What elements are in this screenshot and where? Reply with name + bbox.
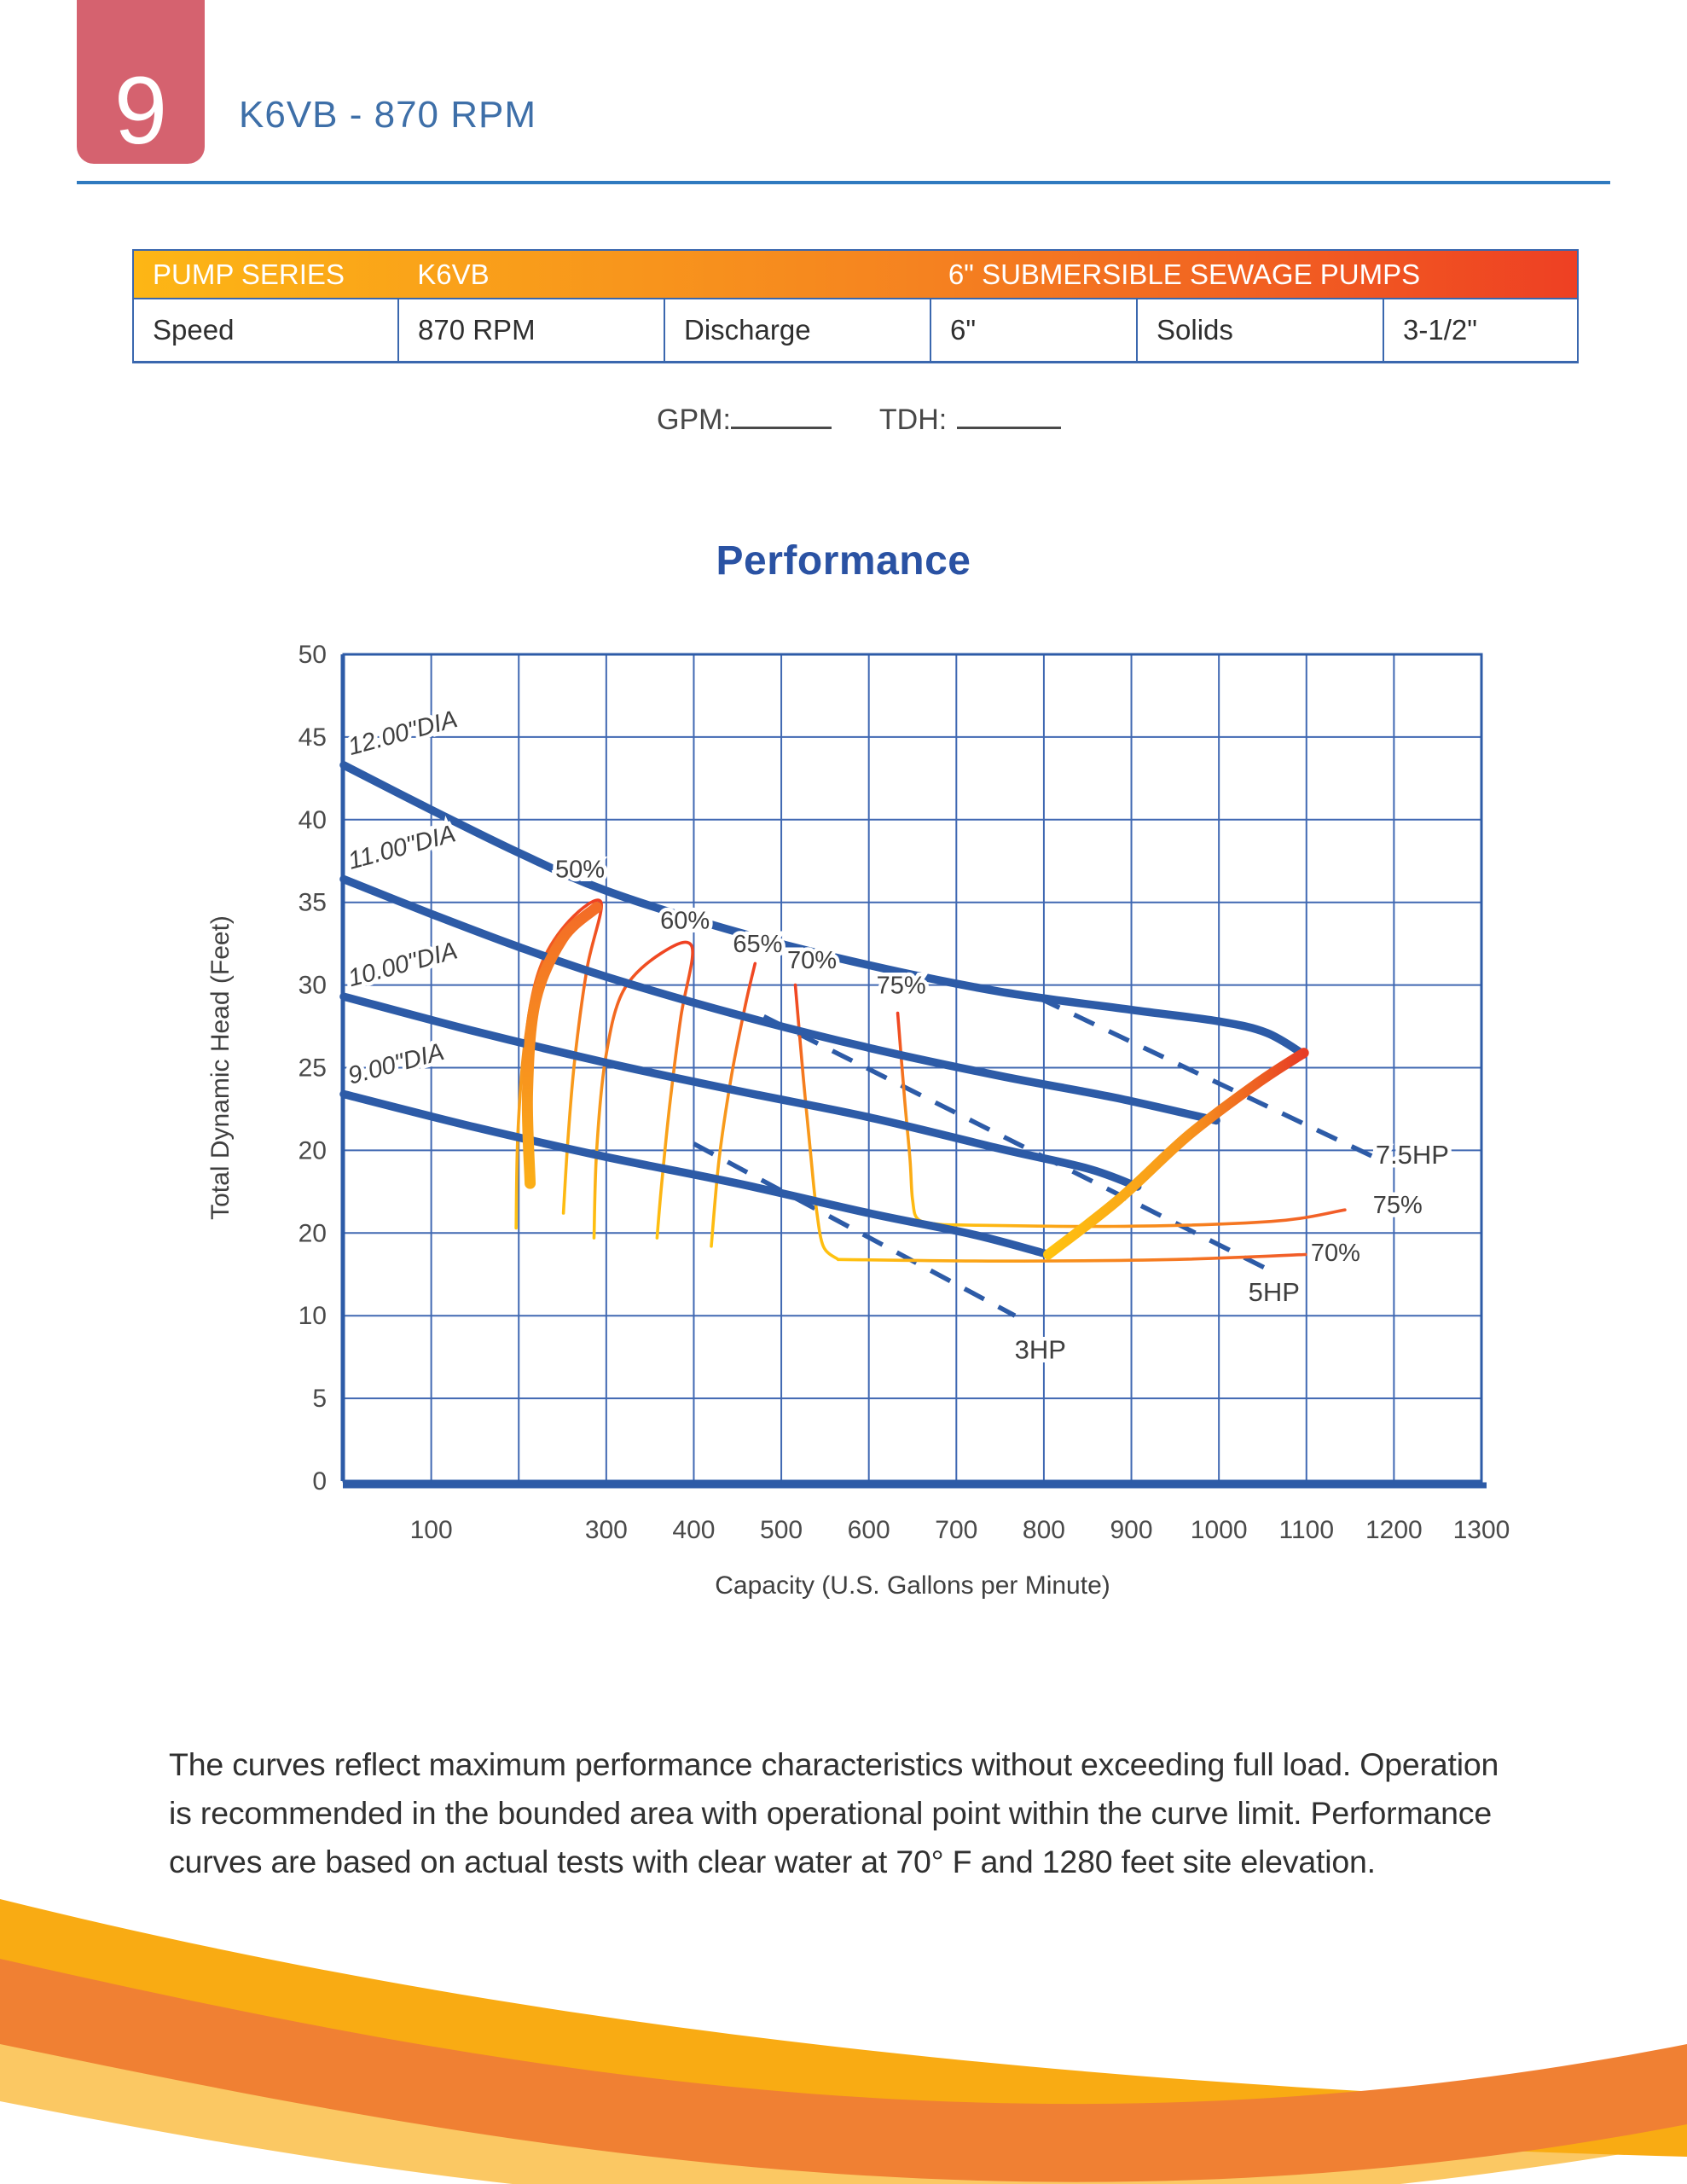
svg-text:10: 10 bbox=[299, 1302, 327, 1330]
spec-header-series-value: K6VB bbox=[417, 258, 490, 290]
svg-text:25: 25 bbox=[299, 1054, 327, 1083]
swoosh-amber-band bbox=[0, 2025, 1687, 2184]
page-title: K6VB - 870 RPM bbox=[239, 94, 537, 136]
spec-header-pump-series: PUMP SERIES bbox=[153, 258, 345, 290]
footer-swoosh bbox=[0, 1899, 1687, 2184]
tdh-blank-field[interactable] bbox=[957, 401, 1062, 429]
svg-text:400: 400 bbox=[672, 1516, 715, 1544]
chart-efficiency-curves bbox=[514, 898, 1347, 1263]
svg-text:300: 300 bbox=[585, 1516, 628, 1544]
svg-text:700: 700 bbox=[935, 1516, 977, 1544]
spec-cell-discharge-value: 6" bbox=[930, 299, 1136, 361]
svg-text:10.00"DIA: 10.00"DIA bbox=[345, 937, 461, 992]
chart-power-dashed-lines bbox=[693, 996, 1375, 1318]
svg-text:45: 45 bbox=[299, 723, 327, 752]
spec-cell-speed-value: 870 RPM bbox=[397, 299, 664, 361]
svg-text:70%: 70% bbox=[787, 947, 837, 974]
svg-text:3HP: 3HP bbox=[1015, 1335, 1066, 1365]
svg-text:5: 5 bbox=[312, 1385, 327, 1413]
svg-text:12.00"DIA: 12.00"DIA bbox=[345, 706, 461, 761]
spec-cell-solids-label: Solids bbox=[1136, 299, 1383, 361]
spec-header-pump-type: 6" SUBMERSIBLE SEWAGE PUMPS bbox=[948, 258, 1421, 290]
spec-cell-discharge-label: Discharge bbox=[664, 299, 930, 361]
performance-chart-svg: 12.00"DIA11.00"DIA10.00"DIA9.00"DIA50%60… bbox=[206, 641, 1510, 1600]
svg-text:11.00"DIA: 11.00"DIA bbox=[345, 820, 459, 874]
chart-limit-line-layer bbox=[521, 902, 1309, 1260]
performance-chart: 12.00"DIA 11.00"DIA 10.00"DIA 9.00"DIA 50% 60… bbox=[128, 627, 1578, 1642]
footer-note: The curves reflect maximum performance c… bbox=[169, 1746, 1499, 1879]
svg-text:20: 20 bbox=[299, 1136, 327, 1165]
svg-text:30: 30 bbox=[299, 972, 327, 1000]
page-number-badge: 9 bbox=[77, 0, 205, 164]
svg-text:70%: 70% bbox=[1311, 1240, 1360, 1267]
tdh-label: TDH: bbox=[878, 404, 948, 436]
swoosh-gold-band bbox=[0, 1899, 1687, 2157]
svg-text:35: 35 bbox=[299, 889, 327, 917]
duty-point-line: GPM: TDH: bbox=[657, 401, 1062, 437]
svg-text:50%: 50% bbox=[555, 857, 605, 884]
svg-text:5HP: 5HP bbox=[1249, 1277, 1300, 1307]
svg-text:100: 100 bbox=[410, 1516, 453, 1544]
gpm-blank-field[interactable] bbox=[730, 401, 832, 429]
svg-text:65%: 65% bbox=[733, 931, 782, 958]
svg-text:60%: 60% bbox=[660, 908, 710, 935]
page-number: 9 bbox=[113, 57, 168, 164]
spec-cell-solids-value: 3-1/2" bbox=[1383, 299, 1577, 361]
svg-text:40: 40 bbox=[299, 806, 327, 834]
svg-text:1000: 1000 bbox=[1191, 1516, 1248, 1544]
svg-text:20: 20 bbox=[299, 1219, 327, 1247]
header-rule bbox=[77, 181, 1610, 184]
svg-text:600: 600 bbox=[848, 1516, 890, 1544]
svg-text:50: 50 bbox=[299, 641, 327, 669]
svg-text:1200: 1200 bbox=[1365, 1516, 1423, 1544]
spec-cell-speed-label: Speed bbox=[153, 314, 235, 346]
chart-axis-text: 100 300 400 500 600 700 800 900 1000 1100 1200 1300… bbox=[206, 641, 1510, 1600]
svg-text:1100: 1100 bbox=[1279, 1516, 1335, 1544]
chart-labels: 12.00"DIA11.00"DIA10.00"DIA9.00"DIA50%60… bbox=[341, 702, 1452, 1368]
chart-impeller-curves bbox=[339, 761, 1308, 1259]
spec-table-body-row: Speed 870 RPM Discharge 6" Solids 3-1/2" bbox=[132, 298, 1579, 363]
svg-text:Capacity (U.S. Gallons per Min: Capacity (U.S. Gallons per Minute) bbox=[715, 1571, 1110, 1600]
svg-text:800: 800 bbox=[1023, 1516, 1065, 1544]
svg-text:1300: 1300 bbox=[1453, 1516, 1510, 1544]
svg-text:75%: 75% bbox=[1373, 1192, 1423, 1219]
svg-text:900: 900 bbox=[1110, 1516, 1153, 1544]
gpm-label: GPM: bbox=[657, 404, 731, 436]
chart-title: Performance bbox=[716, 538, 971, 584]
svg-text:75%: 75% bbox=[877, 972, 926, 999]
spec-table-header-row: PUMP SERIES K6VB 6" SUBMERSIBLE SEWAGE P… bbox=[132, 249, 1579, 298]
svg-text:Total Dynamic Head (Feet): Total Dynamic Head (Feet) bbox=[206, 915, 235, 1220]
spec-table: PUMP SERIES K6VB 6" SUBMERSIBLE SEWAGE P… bbox=[132, 249, 1579, 363]
svg-text:0: 0 bbox=[312, 1467, 327, 1496]
swoosh-orange-band bbox=[0, 1959, 1687, 2182]
chart-gridlines bbox=[340, 653, 1487, 1489]
svg-text:500: 500 bbox=[760, 1516, 803, 1544]
svg-text:7.5HP: 7.5HP bbox=[1376, 1140, 1449, 1170]
